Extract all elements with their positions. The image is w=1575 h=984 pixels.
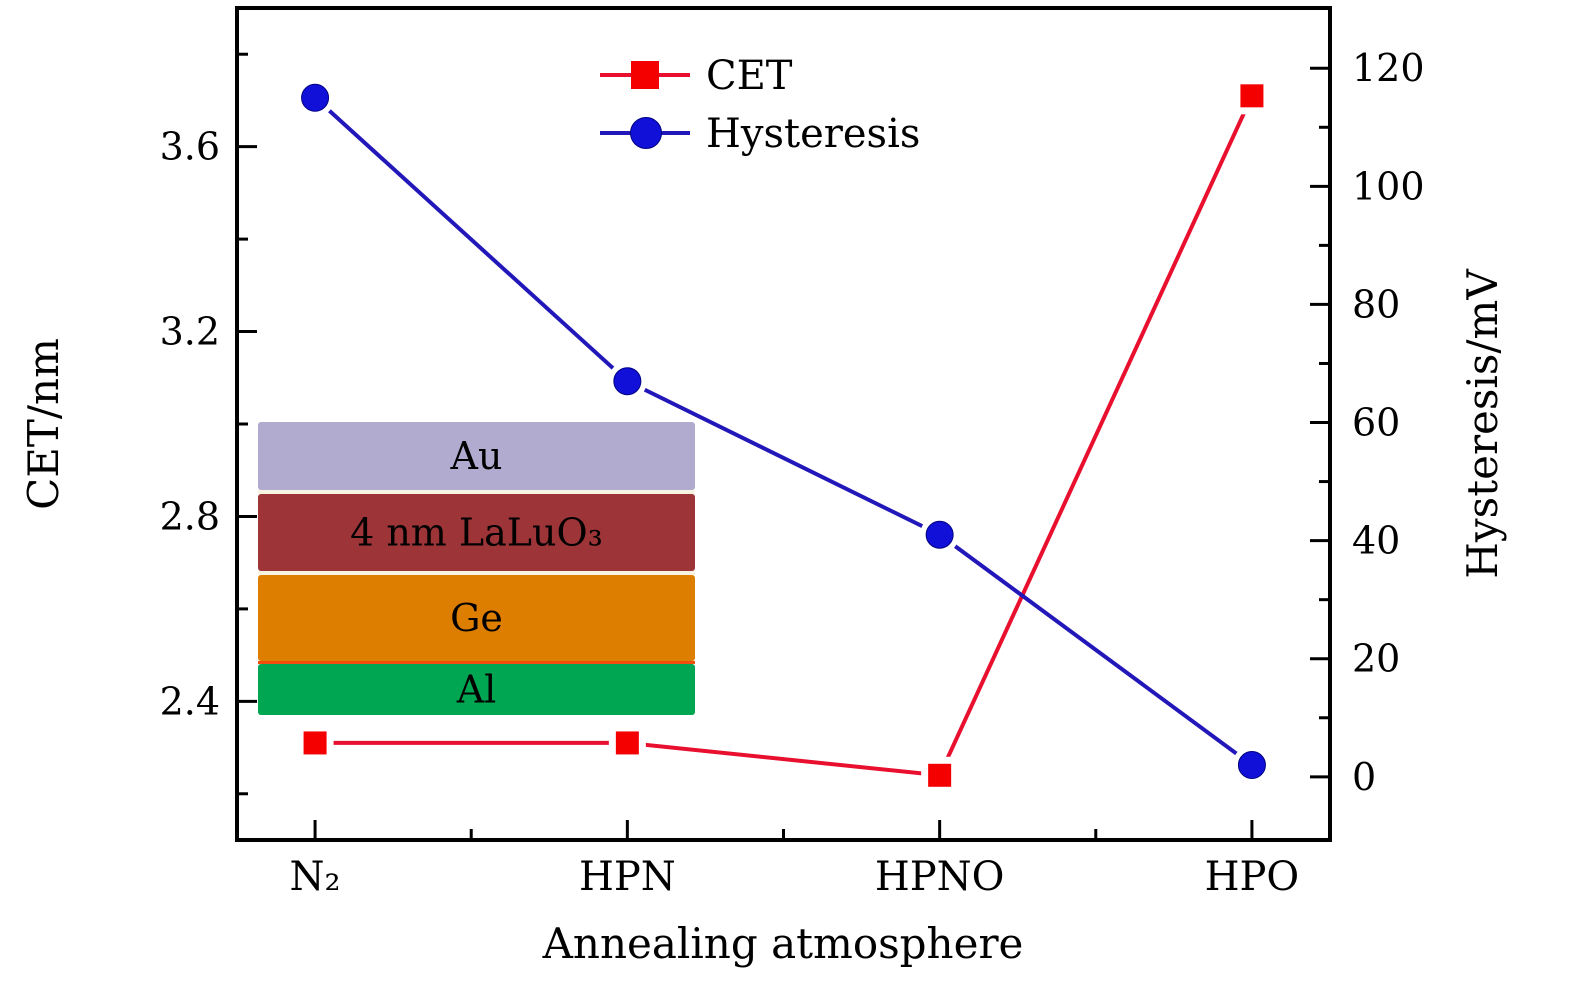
right-axis-tick-label: 100 — [1352, 164, 1425, 208]
hysteresis-line — [313, 96, 1254, 767]
inset-layer-ge — [258, 575, 695, 661]
right-axis: 0 20 40 60 80 100 120 — [1310, 46, 1425, 799]
right-axis-title: Hysteresis/mV — [1458, 269, 1507, 579]
cet-point-3 — [1240, 84, 1264, 108]
inset-layer-separator — [258, 571, 695, 575]
inset-layer-al — [258, 664, 695, 715]
left-axis-tick-label: 2.8 — [160, 494, 220, 538]
hysteresis-marker-icon — [630, 117, 662, 149]
legend-label: CET — [706, 53, 793, 99]
cet-point-1 — [615, 731, 639, 755]
inset-layer-label: Ge — [450, 596, 503, 640]
hysteresis-point-1 — [613, 367, 642, 396]
inset-layer-laluo3 — [258, 494, 695, 571]
x-category-label: N₂ — [290, 854, 341, 900]
x-category-label: HPN — [579, 854, 676, 900]
cet-line — [315, 94, 1254, 778]
hysteresis-markers — [295, 78, 1272, 785]
inset-layer-separator — [258, 490, 695, 494]
right-axis-tick-label: 120 — [1352, 46, 1425, 90]
legend-label: Hysteresis — [706, 111, 920, 157]
inset-layer-label: Au — [450, 434, 503, 478]
cet-marker-icon — [631, 61, 659, 89]
left-axis-title: CET/nm — [19, 338, 68, 510]
right-axis-tick-label: 40 — [1352, 519, 1400, 563]
inset-layer-label: Al — [456, 668, 497, 712]
legend: CET Hysteresis — [600, 53, 920, 157]
hysteresis-point-2 — [925, 520, 954, 549]
right-axis-tick-label: 0 — [1352, 755, 1376, 799]
hysteresis-point-3 — [1237, 751, 1266, 780]
left-axis-tick-label: 3.2 — [160, 310, 220, 354]
cet-markers — [296, 77, 1271, 794]
legend-item-cet: CET — [600, 53, 793, 99]
chart-render-root: Au 4 nm LaLuO₃ Ge Al 2.4 2.8 3.2 3.6 0 20 40 60 80 10… — [160, 6, 1425, 900]
cet-point-2 — [928, 763, 952, 787]
cet-point-0 — [303, 731, 327, 755]
right-axis-tick-label: 80 — [1352, 282, 1400, 326]
inset-layer-au — [258, 422, 695, 490]
inset-layer-separator — [258, 661, 695, 664]
plot-frame — [235, 6, 1332, 842]
legend-item-hysteresis: Hysteresis — [600, 111, 920, 157]
left-axis: 2.4 2.8 3.2 3.6 — [160, 52, 257, 796]
left-axis-tick-label: 3.6 — [160, 125, 220, 169]
inset-layer-label: 4 nm LaLuO₃ — [350, 511, 603, 555]
right-axis-tick-label: 20 — [1352, 637, 1400, 681]
x-category-label: HPO — [1205, 854, 1300, 900]
bottom-axis: N₂ HPN HPNO HPO — [290, 820, 1300, 900]
x-axis-title: Annealing atmosphere — [542, 919, 1024, 968]
right-axis-tick-label: 60 — [1352, 401, 1400, 445]
device-stack-inset: Au 4 nm LaLuO₃ Ge Al — [258, 422, 695, 715]
left-axis-tick-label: 2.4 — [160, 679, 220, 723]
hysteresis-point-0 — [301, 83, 330, 112]
x-category-label: HPNO — [875, 854, 1005, 900]
